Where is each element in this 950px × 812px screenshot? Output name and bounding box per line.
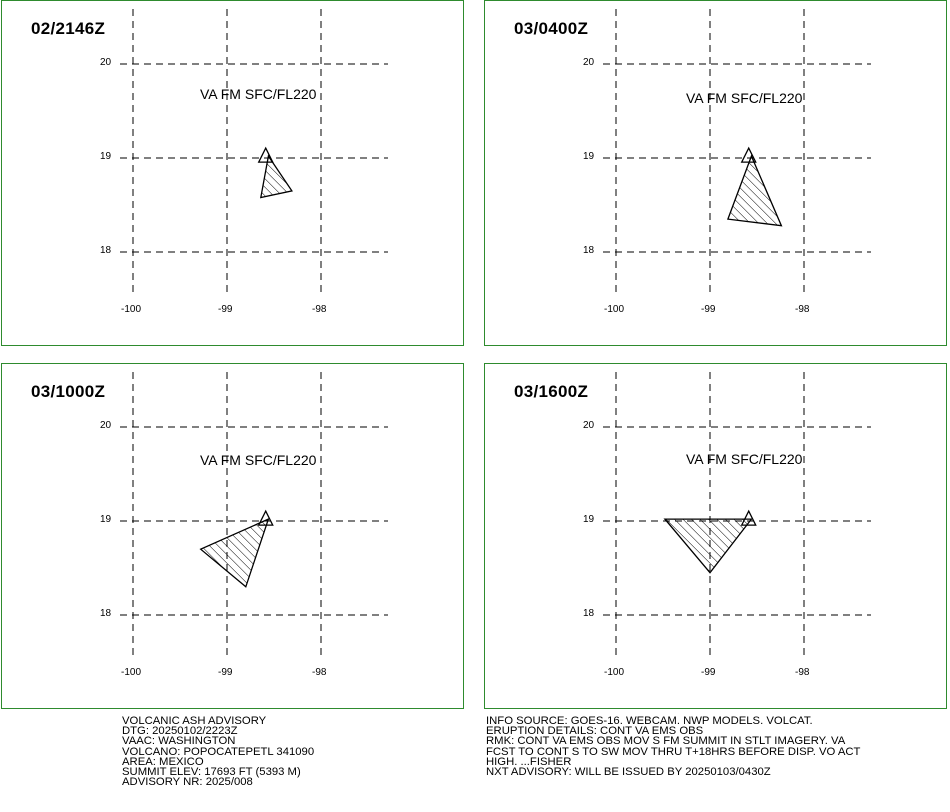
lat-tick-label: 18	[583, 608, 595, 619]
ash-altitude-label: VA FM SFC/FL220	[200, 452, 317, 468]
footer-line: AREA: MEXICO	[122, 755, 204, 768]
advisory-header-block: VOLCANIC ASH ADVISORY DTG: 20250102/2223…	[122, 715, 315, 789]
footer-line: NXT ADVISORY: WILL BE ISSUED BY 20250103…	[486, 765, 771, 778]
panel-time-title: 03/0400Z	[514, 19, 589, 38]
lon-tick-label: -100	[604, 304, 625, 315]
lon-tick-label: -100	[604, 667, 625, 678]
forecast-panel: 03/0400Z -100 -99 -98 20 19 18 VA FM SFC/FL220	[484, 0, 947, 346]
lon-tick-label: -100	[121, 304, 142, 315]
lat-tick-label: 19	[100, 514, 112, 525]
forecast-panel: 03/1000Z -100 -99 -98 20 19 18 VA FM SFC/FL220	[1, 363, 464, 709]
lon-tick-label: -98	[312, 667, 327, 678]
panel-map	[603, 372, 871, 656]
lat-tick-label: 19	[583, 151, 595, 162]
forecast-panel: 03/1600Z -100 -99 -98 20 19 18 VA FM SFC/FL220	[484, 363, 947, 709]
footer-line: VAAC: WASHINGTON	[122, 735, 236, 748]
lon-tick-label: -99	[218, 667, 233, 678]
footer-line: ERUPTION DETAILS: CONT VA EMS OBS	[486, 725, 704, 738]
lon-tick-label: -99	[218, 304, 233, 315]
lon-tick-label: -98	[312, 304, 327, 315]
forecast-panel: 02/2146Z -100 -99 -98 20 19 18 VA FM SFC/FL220	[1, 0, 464, 346]
panel-map	[603, 9, 871, 293]
lat-tick-label: 20	[100, 420, 112, 431]
footer-line: RMK: CONT VA EMS OBS MOV S FM SUMMIT IN …	[486, 735, 846, 748]
footer-line: ADVISORY NR: 2025/008	[122, 776, 253, 789]
ash-cloud-polygon	[663, 518, 753, 574]
footer-line: SUMMIT ELEV: 17693 FT (5393 M)	[122, 765, 301, 778]
ash-cloud-polygon	[259, 154, 293, 199]
lat-tick-label: 20	[583, 420, 595, 431]
lat-tick-label: 18	[583, 245, 595, 256]
volcano-triangle-icon	[740, 509, 757, 526]
panel-time-title: 03/1600Z	[514, 382, 589, 401]
ash-altitude-label: VA FM SFC/FL220	[200, 86, 317, 102]
lat-tick-label: 19	[583, 514, 595, 525]
lon-tick-label: -100	[121, 667, 142, 678]
lat-tick-label: 18	[100, 245, 112, 256]
volcano-triangle-icon	[740, 146, 757, 163]
panel-time-title: 02/2146Z	[31, 19, 106, 38]
lat-tick-label: 19	[100, 151, 112, 162]
volcano-triangle-icon	[257, 146, 274, 163]
lat-tick-label: 20	[100, 57, 112, 68]
lon-tick-label: -99	[701, 667, 716, 678]
lat-tick-label: 18	[100, 608, 112, 619]
lon-tick-label: -98	[795, 667, 810, 678]
ash-altitude-label: VA FM SFC/FL220	[686, 451, 803, 467]
lat-tick-label: 20	[583, 57, 595, 68]
footer-line: INFO SOURCE: GOES-16. WEBCAM. NWP MODELS…	[486, 715, 813, 727]
lon-tick-label: -98	[795, 304, 810, 315]
footer-line: FCST TO CONT S TO SW MOV THRU T+18HRS BE…	[486, 745, 861, 758]
panel-map	[120, 372, 388, 656]
footer-line: VOLCANO: POPOCATEPETL 341090	[122, 745, 315, 758]
volcano-triangle-icon	[257, 509, 274, 526]
ash-cloud-polygon	[199, 517, 270, 588]
ash-altitude-label: VA FM SFC/FL220	[686, 90, 803, 106]
panel-map	[120, 9, 388, 293]
advisory-remarks-block: INFO SOURCE: GOES-16. WEBCAM. NWP MODELS…	[486, 715, 861, 778]
lon-tick-label: -99	[701, 304, 716, 315]
footer-line: HIGH. ...FISHER	[486, 755, 572, 768]
ash-cloud-polygon	[727, 154, 783, 227]
footer-line: DTG: 20250102/2223Z	[122, 725, 238, 738]
panel-time-title: 03/1000Z	[31, 382, 106, 401]
footer-line: VOLCANIC ASH ADVISORY	[122, 715, 267, 727]
